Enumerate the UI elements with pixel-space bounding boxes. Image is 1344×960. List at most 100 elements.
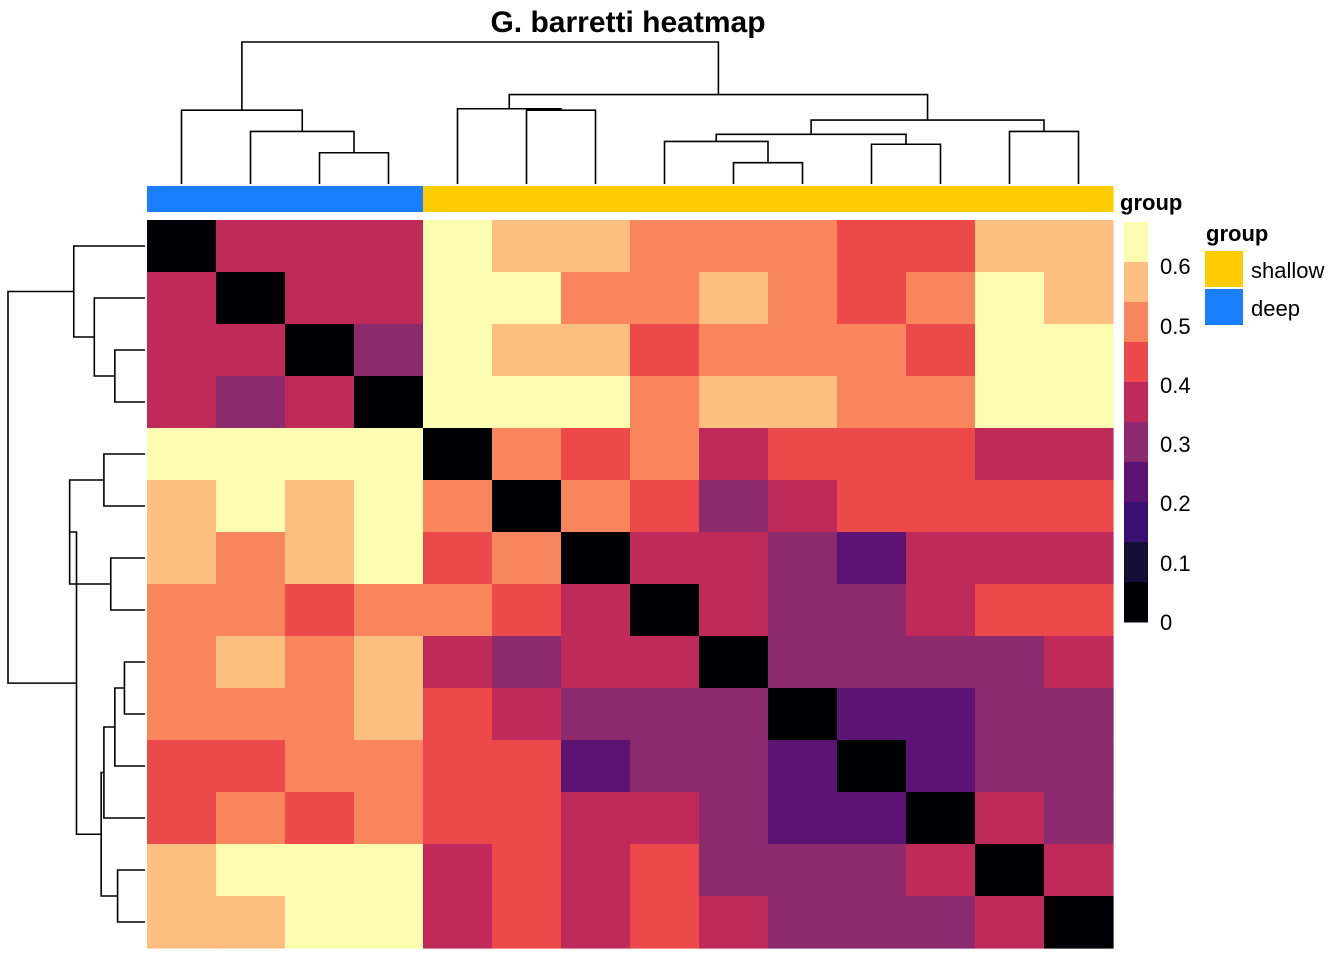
heatmap-cell	[837, 688, 907, 741]
dendrogram-branch	[1008, 130, 1080, 184]
heatmap-cell	[699, 480, 769, 533]
heatmap-cell	[906, 896, 976, 949]
heatmap-cell	[423, 220, 493, 273]
heatmap-cell	[147, 220, 217, 273]
legend-tick-label: 0.4	[1160, 373, 1191, 398]
heatmap-cell	[354, 532, 424, 585]
heatmap-cell	[423, 844, 493, 897]
heatmap-cell	[1044, 272, 1114, 325]
heatmap-cell	[1044, 428, 1114, 481]
heatmap-cell	[216, 532, 286, 585]
heatmap-cell	[768, 688, 838, 741]
heatmap-cell	[1044, 688, 1114, 741]
heatmap-cell	[837, 480, 907, 533]
dendrogram-branch	[241, 41, 720, 111]
heatmap-cell	[837, 428, 907, 481]
heatmap-cell	[975, 584, 1045, 637]
heatmap-cell	[630, 532, 700, 585]
heatmap-cell	[423, 896, 493, 949]
heatmap-cell	[492, 636, 562, 689]
heatmap-cell	[216, 688, 286, 741]
heatmap-cell	[216, 480, 286, 533]
heatmap-cell	[492, 324, 562, 377]
heatmap-cell	[768, 480, 838, 533]
legend-tick-label: 0.2	[1160, 491, 1191, 516]
heatmap-cell	[561, 376, 631, 429]
heatmap-cell	[630, 636, 700, 689]
dendrogram-branch	[456, 107, 562, 184]
heatmap-cell	[768, 636, 838, 689]
dendrogram-branch	[72, 245, 145, 338]
heatmap-cell	[492, 584, 562, 637]
heatmap-cell	[285, 584, 355, 637]
heatmap-cell	[285, 896, 355, 949]
heatmap-cell	[1044, 740, 1114, 793]
heatmap-cell	[285, 428, 355, 481]
legend-swatch	[1124, 462, 1148, 503]
heatmap-cell	[216, 844, 286, 897]
dendrogram-branch	[249, 130, 355, 184]
heatmap-cell	[975, 688, 1045, 741]
heatmap-cell	[423, 740, 493, 793]
heatmap-cell	[837, 220, 907, 273]
heatmap-cell	[423, 584, 493, 637]
heatmap-cell	[147, 272, 217, 325]
heatmap-cell	[354, 376, 424, 429]
heatmap-cell	[216, 792, 286, 845]
annotation-cell-shallow	[975, 186, 1045, 212]
annotation-cell-shallow	[561, 186, 631, 212]
heatmap-cell	[906, 844, 976, 897]
annotation-cell-shallow	[837, 186, 907, 212]
heatmap-cell	[561, 428, 631, 481]
heatmap-cell	[1044, 220, 1114, 273]
column-group-annotation	[147, 186, 1114, 212]
heatmap-cell	[354, 636, 424, 689]
dendrogram-branch	[525, 109, 597, 184]
heatmap-cell	[147, 636, 217, 689]
heatmap-cell	[216, 272, 286, 325]
heatmap-cell	[561, 324, 631, 377]
column-dendrogram	[180, 41, 1080, 184]
heatmap-cell	[492, 532, 562, 585]
heatmap-cell	[285, 792, 355, 845]
heatmap-cell	[147, 740, 217, 793]
heatmap-cell	[906, 480, 976, 533]
heatmap-cell	[216, 896, 286, 949]
heatmap-cell	[837, 740, 907, 793]
heatmap-cell	[423, 792, 493, 845]
heatmap-cell	[1044, 480, 1114, 533]
legend-swatch	[1124, 302, 1148, 343]
heatmap-cell	[285, 480, 355, 533]
heatmap-cell	[630, 376, 700, 429]
heatmap-cell	[354, 740, 424, 793]
annotation-cell-deep	[285, 186, 355, 212]
dendrogram-branch	[116, 869, 145, 923]
heatmap-cell	[492, 480, 562, 533]
dendrogram-branch	[109, 557, 145, 611]
heatmap-cell	[285, 636, 355, 689]
annotation-label: group	[1120, 190, 1182, 215]
heatmap-cell	[147, 480, 217, 533]
heatmap-cell	[630, 740, 700, 793]
heatmap-cell	[1044, 532, 1114, 585]
heatmap-cell	[975, 896, 1045, 949]
heatmap-cell	[354, 844, 424, 897]
heatmap-cell	[768, 844, 838, 897]
heatmap-cell	[216, 636, 286, 689]
heatmap-cell	[561, 844, 631, 897]
dendrogram-branch	[103, 453, 145, 507]
heatmap-cell	[147, 844, 217, 897]
annotation-cell-shallow	[699, 186, 769, 212]
heatmap-cell	[354, 688, 424, 741]
heatmap-cell	[147, 688, 217, 741]
annotation-cell-deep	[147, 186, 217, 212]
heatmap-cell	[837, 584, 907, 637]
heatmap-cell	[561, 584, 631, 637]
heatmap-cell	[285, 688, 355, 741]
annotation-cell-shallow	[630, 186, 700, 212]
heatmap-cell	[768, 324, 838, 377]
heatmap-cell	[285, 324, 355, 377]
heatmap-cell	[561, 740, 631, 793]
heatmap-cell	[147, 532, 217, 585]
